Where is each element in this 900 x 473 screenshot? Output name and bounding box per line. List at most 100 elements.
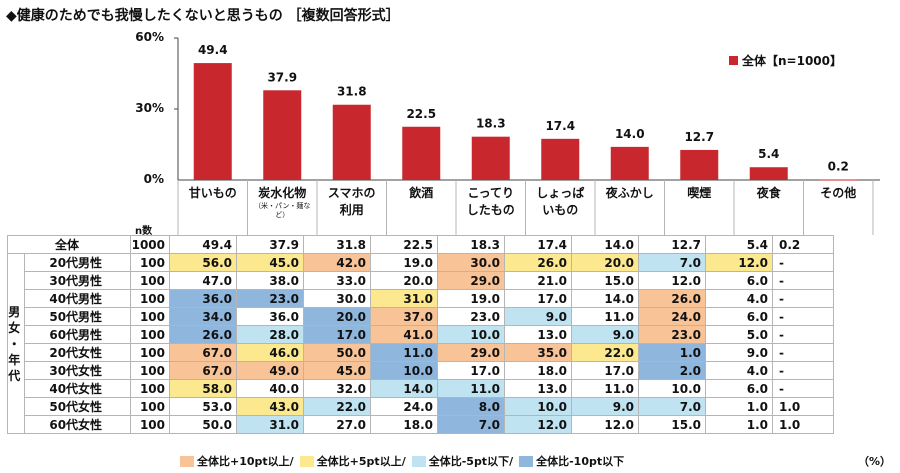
table-cell: 1.0	[705, 397, 773, 416]
table-cell: 2.0	[638, 361, 706, 380]
table-row: 50代男性 100 34.0 36.0 20.0 37.0 23.0 9.0 11.0 24.0 6…	[8, 307, 834, 326]
row-n: 100	[130, 307, 170, 326]
bar	[541, 138, 580, 180]
category-label: 喫煙	[667, 185, 731, 202]
bar-chart: 49.4 37.9 31.8 22.5 18.3 17.4 14.0 12.7 5.4 0.2	[174, 37, 880, 235]
row-n: 100	[130, 397, 170, 416]
table-cell: 14.0	[571, 235, 639, 254]
table-cell: 12.0	[504, 415, 572, 434]
bar-value-label: 18.3	[476, 117, 506, 131]
table-row: 50代女性 100 53.0 43.0 22.0 24.0 8.0 10.0 9.0 7.0 1.0…	[8, 397, 834, 416]
table-row: 40代男性 100 36.0 23.0 30.0 31.0 19.0 17.0 14.0 26.0…	[8, 289, 834, 308]
table-cell: 11.0	[571, 307, 639, 326]
table-cell: 53.0	[169, 397, 237, 416]
table-cell: -	[772, 271, 834, 290]
table-cell: 42.0	[303, 253, 371, 272]
table-cell: 26.0	[169, 325, 237, 344]
category-label: スマホの 利用	[320, 185, 384, 219]
category-label: 甘いもの	[181, 185, 245, 202]
table-cell: 11.0	[571, 379, 639, 398]
bar	[749, 167, 788, 180]
table-cell: 67.0	[169, 343, 237, 362]
bar-value-label: 14.0	[615, 127, 645, 141]
table-cell: 17.0	[437, 361, 505, 380]
group-label: 男女・年代	[6, 253, 26, 434]
chart-title: ◆健康のためでも我慢したくないと思うもの ［複数回答形式］	[6, 8, 400, 24]
shade-legend-item: 全体比-10pt以下	[519, 453, 624, 469]
row-label: 30代男性	[24, 271, 131, 290]
table-row-total: 全体 1000 49.4 37.9 31.8 22.5 18.3 17.4 14.0 12.7 5.…	[7, 235, 834, 254]
table-cell: 34.0	[169, 307, 237, 326]
table-cell: 27.0	[303, 415, 371, 434]
table-cell: 10.0	[638, 379, 706, 398]
category-label-line: いもの	[542, 203, 579, 217]
row-label: 50代女性	[24, 397, 131, 416]
table-cell: 21.0	[504, 271, 572, 290]
table-cell: 11.0	[437, 379, 505, 398]
row-label: 40代女性	[24, 379, 131, 398]
table-cell: 35.0	[504, 343, 572, 362]
category-label-line: 飲酒	[409, 186, 434, 200]
table-cell: 12.0	[571, 415, 639, 434]
table-cell: 58.0	[169, 379, 237, 398]
table-row: 男女・年代 20代男性 100 56.0 45.0 42.0 19.0 30.0 26.0 20.…	[6, 253, 834, 434]
table-cell: 10.0	[504, 397, 572, 416]
category-label: 飲酒	[389, 185, 453, 202]
table-cell: 12.0	[638, 271, 706, 290]
table-cell: 23.0	[638, 325, 706, 344]
table-cell: 36.0	[236, 307, 304, 326]
table-cell: 1.0	[772, 415, 834, 434]
bar	[471, 136, 510, 180]
table-cell: 17.0	[571, 361, 639, 380]
table-cell: 9.0	[504, 307, 572, 326]
table-cell: 17.0	[303, 325, 371, 344]
table-cell: 12.0	[705, 253, 773, 272]
table-cell: 31.8	[303, 235, 371, 254]
table-cell: 20.0	[370, 271, 438, 290]
row-label: 全体	[7, 235, 131, 254]
table-cell: 22.0	[571, 343, 639, 362]
category-sublabel: （米・パン・麺など）	[254, 202, 311, 219]
row-n: 100	[130, 325, 170, 344]
shade-swatch	[519, 455, 534, 467]
category-label-line: しょっぱ	[536, 186, 585, 200]
table-cell: 20.0	[303, 307, 371, 326]
breakdown-table: 全体 1000 49.4 37.9 31.8 22.5 18.3 17.4 14.0 12.7 5.…	[6, 235, 834, 434]
table-cell: 26.0	[504, 253, 572, 272]
shade-legend-label: 全体比-5pt以下/	[428, 455, 514, 468]
shade-legend: 全体比+10pt以上/全体比+5pt以上/全体比-5pt以下/全体比-10pt以…	[180, 453, 630, 469]
table-cell: 45.0	[303, 361, 371, 380]
table-cell: 5.4	[705, 235, 773, 254]
shade-legend-label: 全体比+10pt以上/	[197, 455, 294, 468]
shade-legend-item: 全体比-5pt以下/	[411, 453, 514, 469]
table-cell: -	[772, 379, 834, 398]
table-cell: 7.0	[437, 415, 505, 434]
unit-label: （%）	[858, 455, 892, 468]
bar-value-label: 5.4	[758, 147, 779, 161]
bar-value-label: 17.4	[545, 119, 575, 133]
table-cell: 9.0	[571, 325, 639, 344]
table-cell: 13.0	[504, 379, 572, 398]
shade-swatch	[299, 455, 314, 467]
table-cell: 40.0	[236, 379, 304, 398]
bar-value-label: 22.5	[406, 107, 436, 121]
table-cell: 22.0	[303, 397, 371, 416]
table-cell: 37.0	[370, 307, 438, 326]
table-cell: 15.0	[638, 415, 706, 434]
legend-label: 全体【n=1000】	[742, 54, 842, 68]
category-label-line: したもの	[466, 203, 515, 217]
table-cell: 14.0	[370, 379, 438, 398]
bar	[263, 90, 302, 180]
category-label-line: 夜食	[756, 186, 781, 200]
table-cell: 31.0	[236, 415, 304, 434]
table-cell: 1.0	[772, 397, 834, 416]
row-n: 1000	[130, 235, 170, 254]
bar-value-label: 31.8	[337, 85, 367, 99]
legend-swatch	[729, 56, 738, 65]
table-cell: -	[772, 289, 834, 308]
group-label-char: 年	[8, 352, 21, 367]
table-cell: 1.0	[638, 343, 706, 362]
table-cell: 10.0	[437, 325, 505, 344]
table-cell: 29.0	[437, 271, 505, 290]
bar	[680, 149, 719, 180]
